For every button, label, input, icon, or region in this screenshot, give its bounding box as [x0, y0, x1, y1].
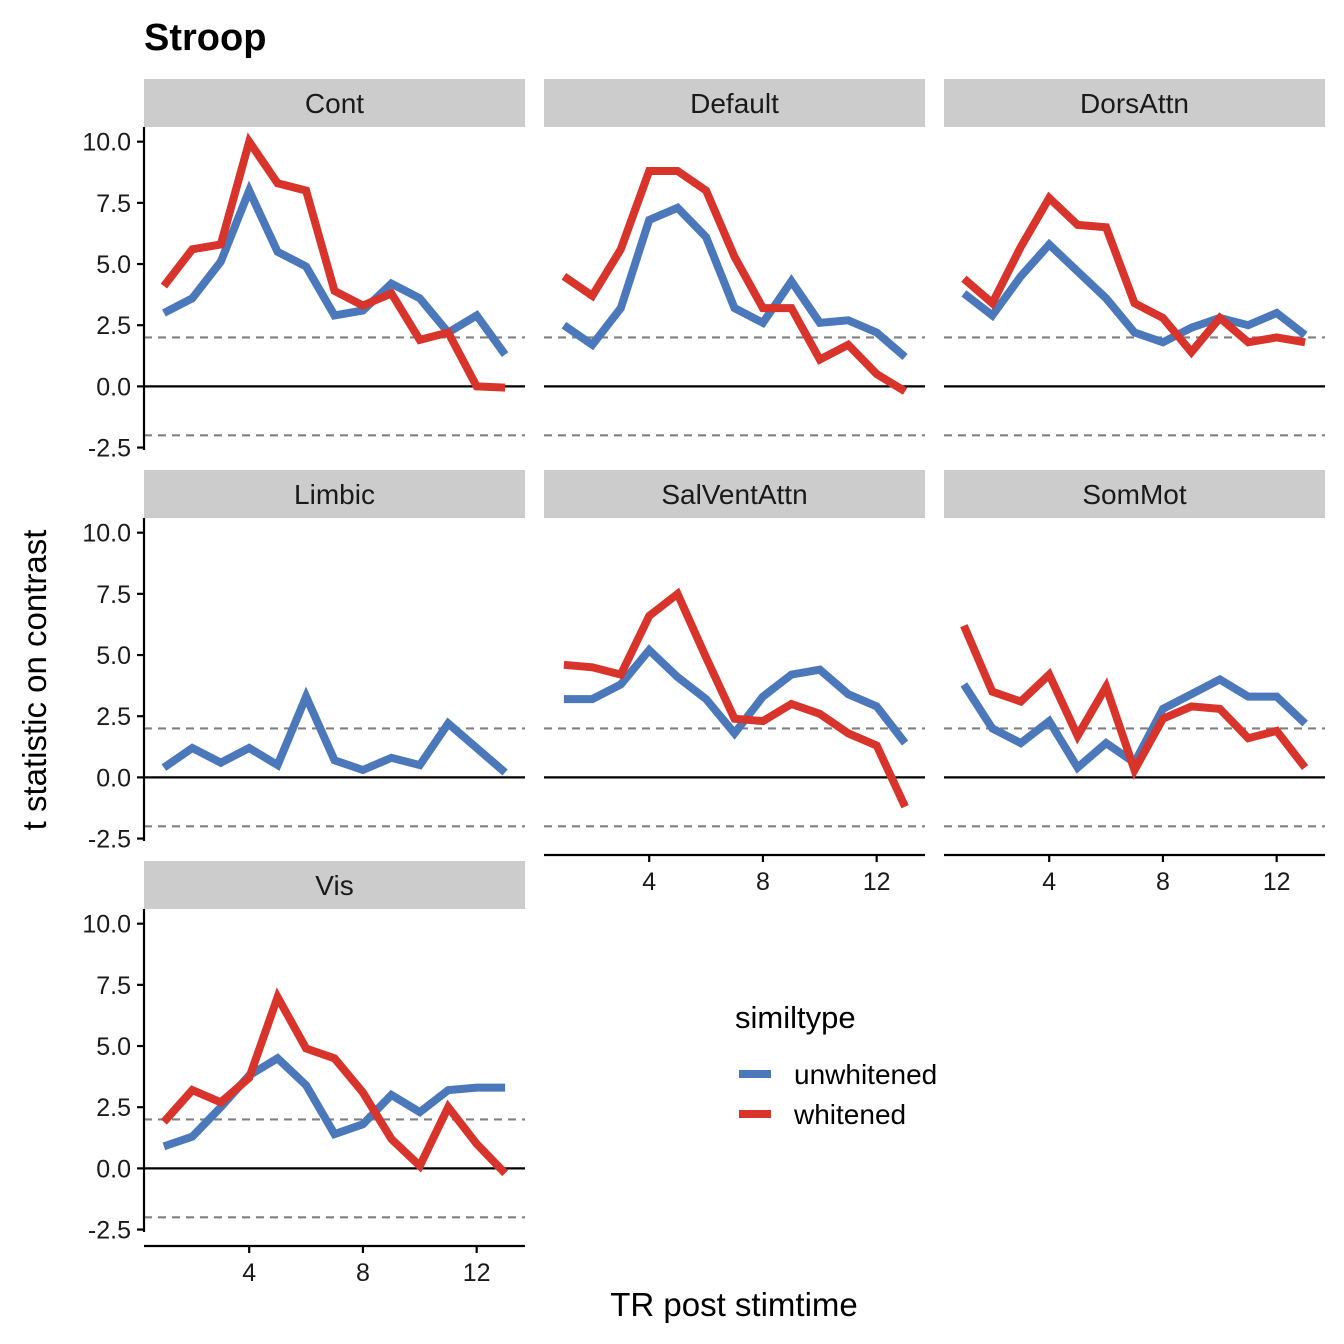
y-tick-label: -2.5 — [88, 1217, 131, 1245]
series-line-whitened — [563, 587, 909, 809]
y-tick-label: -2.5 — [88, 826, 131, 854]
strip-label: SalVentAttn — [661, 479, 807, 510]
x-tick-label: 4 — [1042, 868, 1056, 896]
strip-background — [144, 470, 525, 518]
panel-dorsattn: DorsAttn — [944, 79, 1325, 437]
series-line-unwhitened — [961, 238, 1308, 347]
strip-background — [944, 79, 1325, 127]
strip-label: Default — [690, 88, 779, 119]
strip-label: Cont — [305, 88, 364, 119]
x-tick-label: 12 — [863, 868, 891, 896]
panel-cont: Cont -2.5 0.0 2.5 5.0 7.5 10.0 — [82, 79, 525, 463]
legend-label-whitened: whitened — [793, 1099, 906, 1130]
strip-background — [544, 79, 925, 127]
strip-label: SomMot — [1082, 479, 1186, 510]
x-tick-label: 8 — [356, 1259, 370, 1287]
series-line-whitened — [961, 191, 1306, 359]
panel-sommot: SomMot 4 8 12 — [944, 470, 1325, 896]
y-tick-label: 0.0 — [96, 764, 131, 792]
y-tick-label: 2.5 — [96, 312, 131, 340]
y-tick-label: 10.0 — [82, 520, 131, 548]
y-tick-label: 5.0 — [96, 251, 131, 279]
y-tick-label: 10.0 — [82, 911, 131, 939]
series-line-unwhitened — [161, 686, 508, 776]
x-tick-label: 8 — [1156, 868, 1170, 896]
y-tick-label: 2.5 — [96, 1094, 131, 1122]
strip-label: DorsAttn — [1080, 88, 1189, 119]
x-tick-label: 8 — [756, 868, 770, 896]
y-axis-title: t statistic on contrast — [16, 530, 53, 831]
chart-title: Stroop — [144, 17, 266, 59]
strip-background — [544, 470, 925, 518]
series-line-whitened — [960, 624, 1309, 780]
y-tick-label: -2.5 — [88, 435, 131, 463]
legend-title: similtype — [735, 1000, 856, 1035]
y-tick-label: 10.0 — [82, 129, 131, 157]
x-tick-label: 12 — [463, 1259, 491, 1287]
legend: similtype unwhitened whitened — [735, 1000, 937, 1130]
strip-background — [144, 861, 525, 909]
y-tick-label: 5.0 — [96, 1033, 131, 1061]
facet-panels: Cont -2.5 0.0 2.5 5.0 7.5 10.0 Default DorsAttn L… — [82, 79, 1325, 1287]
y-tick-label: 0.0 — [96, 373, 131, 401]
series-line-whitened — [160, 132, 506, 392]
series-line-whitened — [160, 987, 508, 1177]
series-line-whitened — [561, 167, 908, 395]
y-tick-label: 5.0 — [96, 642, 131, 670]
panel-limbic: Limbic -2.5 0.0 2.5 5.0 7.5 10.0 — [82, 470, 525, 854]
strip-background — [944, 470, 1325, 518]
y-tick-label: 7.5 — [96, 972, 131, 1000]
y-tick-label: 7.5 — [96, 581, 131, 609]
strip-background — [144, 79, 525, 127]
x-tick-label: 4 — [642, 868, 656, 896]
strip-label: Limbic — [294, 479, 375, 510]
y-tick-label: 0.0 — [96, 1155, 131, 1183]
strip-label: Vis — [315, 870, 353, 901]
panel-default: Default — [544, 79, 925, 437]
legend-label-unwhitened: unwhitened — [794, 1059, 937, 1090]
x-tick-label: 12 — [1263, 868, 1291, 896]
y-tick-label: 2.5 — [96, 703, 131, 731]
series-line-unwhitened — [563, 644, 909, 746]
series-line-unwhitened — [162, 1053, 506, 1151]
x-axis-title: TR post stimtime — [610, 1286, 858, 1323]
series-line-unwhitened — [561, 203, 908, 361]
panel-salventattn: SalVentAttn 4 8 12 — [544, 470, 925, 896]
panel-vis: Vis -2.5 0.0 2.5 5.0 7.5 10.0 4 8 12 — [82, 861, 525, 1287]
x-tick-label: 4 — [242, 1259, 256, 1287]
y-tick-label: 7.5 — [96, 190, 131, 218]
